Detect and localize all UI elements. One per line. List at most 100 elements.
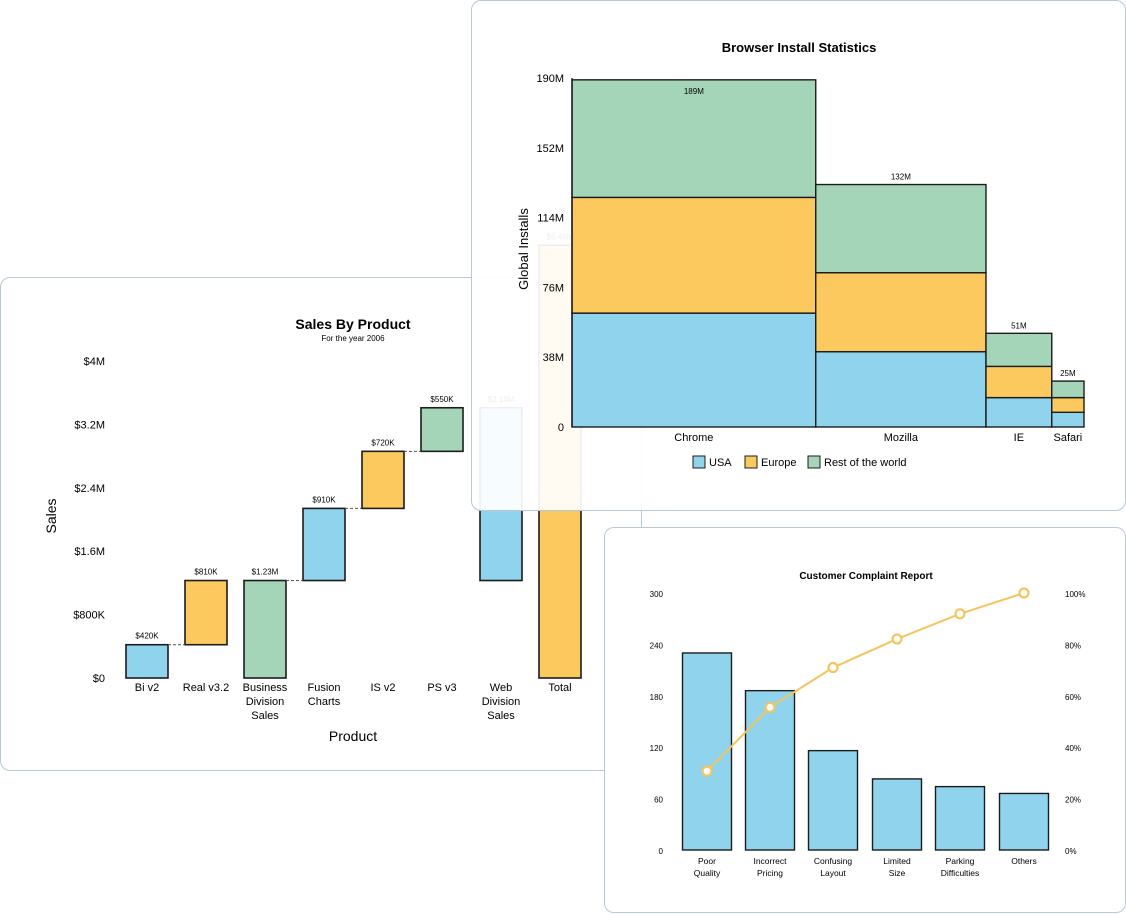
mekko-segment xyxy=(815,350,987,428)
mekko-segment xyxy=(815,183,987,274)
chart-title: Browser Install Statistics xyxy=(722,40,877,55)
total-label: 25M xyxy=(1060,369,1076,378)
chart-title: Customer Complaint Report xyxy=(799,571,933,582)
x-tick-label: Real v3.2 xyxy=(183,682,229,694)
y-tick-label: $3.2M xyxy=(74,419,105,431)
data-label: $910K xyxy=(312,495,336,504)
legend-swatch xyxy=(692,455,706,469)
pareto-bar xyxy=(807,749,859,851)
y-tick-label: $1.6M xyxy=(74,546,105,558)
y2-tick-label: 40% xyxy=(1065,744,1081,753)
total-label: 189M xyxy=(684,87,704,96)
y2-tick-label: 20% xyxy=(1065,796,1081,805)
y2-tick-label: 60% xyxy=(1065,693,1081,702)
y-tick-label: $800K xyxy=(73,610,105,622)
x-tick-label: Mozilla xyxy=(884,432,919,444)
chart-title: Sales By Product xyxy=(295,316,410,332)
y-tick-label: 114M xyxy=(537,213,564,225)
chart-subtitle: For the year 2006 xyxy=(321,334,385,343)
pareto-bar xyxy=(871,778,923,851)
y-tick-label: 240 xyxy=(650,641,664,650)
waterfall-bar xyxy=(361,450,405,510)
browser-install-chart: Browser Install Statistics 0 38M 76M 114M 152… xyxy=(516,40,1085,469)
x-tick-label: Parking Difficulties xyxy=(941,856,980,878)
data-label: $550K xyxy=(430,395,454,404)
cumulative-point xyxy=(827,661,839,674)
waterfall-bar xyxy=(125,643,169,679)
pareto-bar xyxy=(681,652,733,851)
pareto-bar xyxy=(998,792,1050,851)
x-tick-label: Bi v2 xyxy=(135,682,159,694)
legend-label: Rest of the world xyxy=(824,457,907,469)
y2-tick-label: 0% xyxy=(1065,847,1077,856)
data-label: $420K xyxy=(135,632,159,641)
y-tick-label: 180 xyxy=(650,693,664,702)
legend-swatch xyxy=(807,455,821,469)
y-tick-label: $0 xyxy=(93,673,105,685)
cumulative-point xyxy=(1018,587,1030,599)
x-tick-label: Limited Size xyxy=(883,856,911,878)
pareto-bar xyxy=(744,689,796,851)
mekko-segment xyxy=(571,196,817,314)
legend-label: Europe xyxy=(761,457,796,469)
cumulative-point xyxy=(891,633,903,645)
cumulative-point xyxy=(764,701,776,713)
total-label: 132M xyxy=(891,173,911,182)
mekko-segment xyxy=(1051,396,1085,414)
x-tick-label: Safari xyxy=(1054,432,1083,444)
x-tick-label: IE xyxy=(1014,432,1024,444)
mekko-segment xyxy=(985,332,1053,368)
mekko-segment xyxy=(1051,380,1085,399)
y-tick-label: 190M xyxy=(536,73,564,85)
y-tick-label: 60 xyxy=(654,796,663,805)
mekko-segment xyxy=(815,272,987,353)
waterfall-bar xyxy=(302,507,346,582)
y-axis-title: Sales xyxy=(43,498,59,533)
y-tick-label: $2.4M xyxy=(74,483,105,495)
y-tick-label: 38M xyxy=(543,352,564,364)
y-tick-label: 300 xyxy=(650,590,664,599)
browser-install-card: Browser Install Statistics 0 38M 76M 114M 152… xyxy=(471,0,1126,511)
mekko-segment xyxy=(571,79,817,199)
customer-complaint-chart: Customer Complaint Report 0 60 120 180 240 300… xyxy=(650,571,1086,878)
mekko-segment xyxy=(1051,411,1085,428)
x-tick-label: Business Division Sales xyxy=(243,682,288,722)
x-tick-label: Others xyxy=(1011,856,1037,866)
x-tick-label: Total xyxy=(548,682,571,694)
mekko-segment xyxy=(571,312,817,428)
x-tick-label: Poor Quality xyxy=(694,856,721,878)
y-tick-label: 152M xyxy=(536,143,564,155)
cumulative-point xyxy=(954,608,966,620)
y-tick-label: 0 xyxy=(558,422,564,434)
customer-complaint-card: Customer Complaint Report 0 60 120 180 240 300… xyxy=(604,527,1126,913)
x-axis-title: Product xyxy=(329,728,377,744)
y2-tick-label: 100% xyxy=(1065,590,1085,599)
waterfall-bar xyxy=(420,406,464,453)
y-tick-label: 120 xyxy=(650,744,664,753)
data-label: $720K xyxy=(371,438,395,447)
y-tick-label: 0 xyxy=(659,847,664,856)
data-label: $810K xyxy=(194,568,218,577)
legend-swatch xyxy=(744,455,758,469)
x-tick-label: Chrome xyxy=(674,432,713,444)
pareto-bar xyxy=(934,785,986,851)
mekko-segment xyxy=(985,396,1053,428)
x-tick-label: Fusion Charts xyxy=(307,682,340,708)
x-tick-label: PS v3 xyxy=(427,682,456,694)
cumulative-line xyxy=(706,592,1025,772)
y-tick-label: 76M xyxy=(543,282,564,294)
cumulative-point xyxy=(701,765,713,777)
y-tick-label: $4M xyxy=(84,356,105,368)
total-label: 51M xyxy=(1011,321,1027,330)
y2-tick-label: 80% xyxy=(1065,641,1081,650)
y-axis-title: Global Installs xyxy=(516,208,531,290)
x-tick-label: Confusing Layout xyxy=(814,856,853,878)
data-label: $1.23M xyxy=(252,568,279,577)
x-tick-label: Incorrect Pricing xyxy=(753,856,787,878)
mekko-segment xyxy=(985,365,1053,399)
waterfall-bar xyxy=(184,579,228,646)
x-tick-label: IS v2 xyxy=(370,682,395,694)
x-tick-label: Web Division Sales xyxy=(482,682,521,722)
legend-label: USA xyxy=(709,457,732,469)
waterfall-bar xyxy=(243,579,287,679)
